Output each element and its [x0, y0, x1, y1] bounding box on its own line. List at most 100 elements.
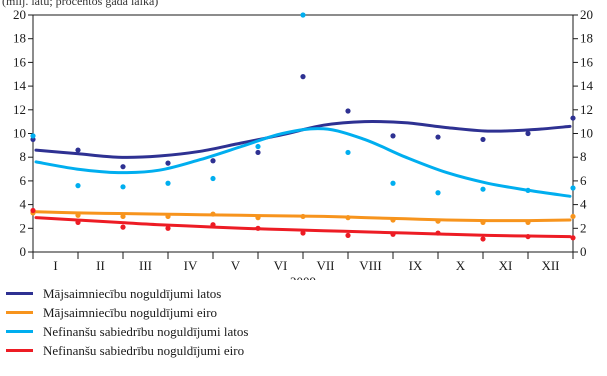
data-point-series-2 [120, 213, 126, 220]
data-point-series-1 [120, 164, 126, 170]
x-tick-label: XII [541, 258, 559, 273]
y-tick-label-left: 10 [13, 126, 26, 141]
data-point-series-1 [525, 130, 531, 137]
data-point-series-3 [570, 185, 576, 191]
data-point-series-4 [525, 233, 531, 240]
y-tick-label-right: 14 [580, 78, 594, 93]
x-tick-label: VIII [359, 258, 381, 273]
data-point-series-3 [345, 149, 351, 156]
y-tick-label-right: 18 [580, 31, 593, 46]
x-tick-label: IX [409, 258, 423, 273]
x-tick-label: XI [499, 258, 513, 273]
y-tick-label-left: 6 [20, 173, 27, 188]
data-point-series-4 [480, 236, 486, 242]
x-tick-label: IV [184, 258, 198, 273]
data-point-series-1 [75, 147, 81, 153]
x-tick-label: II [96, 258, 105, 273]
data-point-series-1 [165, 160, 171, 166]
y-tick-label-left: 2 [20, 220, 27, 235]
legend-swatch [6, 292, 33, 295]
y-tick-label-left: 18 [13, 31, 26, 46]
data-point-series-4 [120, 224, 126, 230]
legend-label: Nefinanšu sabiedrību noguldījumi eiro [43, 342, 245, 358]
data-point-series-2 [570, 213, 576, 220]
y-tick-label-left: 0 [20, 244, 27, 259]
x-tick-label: VI [274, 258, 288, 273]
y-tick-label-right: 20 [580, 7, 593, 22]
data-point-series-2 [435, 218, 441, 224]
legend-item: Nefinanšu sabiedrību noguldījumi eiro [6, 341, 248, 360]
y-tick-label-right: 12 [580, 102, 593, 117]
data-point-series-1 [435, 134, 441, 140]
legend-label: Nefinanšu sabiedrību noguldījumi latos [43, 323, 249, 339]
y-tick-label-right: 6 [580, 173, 587, 188]
data-point-series-1 [300, 74, 306, 80]
data-point-series-1 [255, 149, 261, 156]
y-tick-label-left: 12 [13, 102, 26, 117]
y-tick-label-left: 16 [13, 54, 27, 69]
data-point-series-4 [435, 230, 441, 236]
data-point-series-1 [570, 115, 576, 121]
trend-line-series-1 [34, 120, 572, 159]
trend-line-series-4 [34, 216, 572, 239]
legend-item: Nefinanšu sabiedrību noguldījumi latos [6, 322, 248, 341]
data-point-series-3 [210, 175, 216, 182]
data-point-series-3 [300, 12, 306, 18]
data-point-series-4 [30, 207, 36, 214]
data-point-series-3 [75, 183, 81, 189]
legend-item: Mājsaimniecību noguldījumi eiro [6, 303, 248, 322]
data-point-series-1 [480, 136, 486, 143]
data-point-series-3 [480, 186, 486, 192]
data-point-series-4 [75, 219, 81, 225]
chart-marks [30, 12, 576, 242]
x-tick-label: X [456, 258, 466, 273]
y-tick-label-right: 10 [580, 126, 593, 141]
y-tick-label-left: 8 [20, 149, 27, 164]
data-point-series-1 [210, 158, 216, 164]
y-tick-label-left: 20 [13, 7, 26, 22]
x-tick-label: III [139, 258, 152, 273]
data-point-series-3 [390, 180, 396, 186]
data-point-series-2 [390, 217, 396, 223]
data-point-series-3 [30, 133, 36, 139]
y-tick-label-left: 4 [20, 197, 27, 212]
data-point-series-3 [255, 143, 261, 150]
x-tick-label: I [53, 258, 57, 273]
data-point-series-2 [210, 211, 216, 217]
data-point-series-4 [300, 230, 306, 236]
legend-swatch [6, 349, 33, 352]
data-point-series-3 [525, 187, 531, 193]
data-point-series-2 [300, 213, 306, 220]
data-point-series-1 [390, 133, 396, 139]
data-point-series-2 [345, 215, 351, 221]
data-point-series-2 [165, 213, 171, 220]
data-point-series-3 [435, 190, 441, 196]
y-tick-label-right: 16 [580, 54, 594, 69]
y-tick-label-right: 2 [580, 220, 587, 235]
trend-line-series-3 [34, 127, 572, 198]
x-axis-label: 2009 [290, 274, 316, 280]
legend-swatch [6, 330, 33, 333]
y-tick-label-right: 8 [580, 149, 587, 164]
chart-note: (milj. latu; procentos gada laikā) [2, 0, 159, 8]
data-point-series-1 [345, 108, 351, 114]
data-point-series-3 [120, 184, 126, 190]
y-tick-label-right: 4 [580, 197, 587, 212]
data-point-series-2 [255, 215, 261, 221]
data-point-series-2 [525, 219, 531, 225]
data-point-series-2 [480, 219, 486, 225]
x-tick-label: V [231, 258, 241, 273]
x-tick-label: VII [316, 258, 334, 273]
data-point-series-4 [210, 222, 216, 228]
data-point-series-4 [390, 231, 396, 237]
data-point-series-4 [165, 225, 171, 231]
legend-label: Mājsaimniecību noguldījumi latos [43, 285, 222, 301]
y-tick-label-left: 14 [13, 78, 27, 93]
data-point-series-4 [345, 232, 351, 239]
legend-label: Mājsaimniecību noguldījumi eiro [43, 304, 218, 320]
data-point-series-2 [75, 212, 81, 218]
data-point-series-4 [255, 225, 261, 231]
data-point-series-4 [570, 235, 576, 241]
